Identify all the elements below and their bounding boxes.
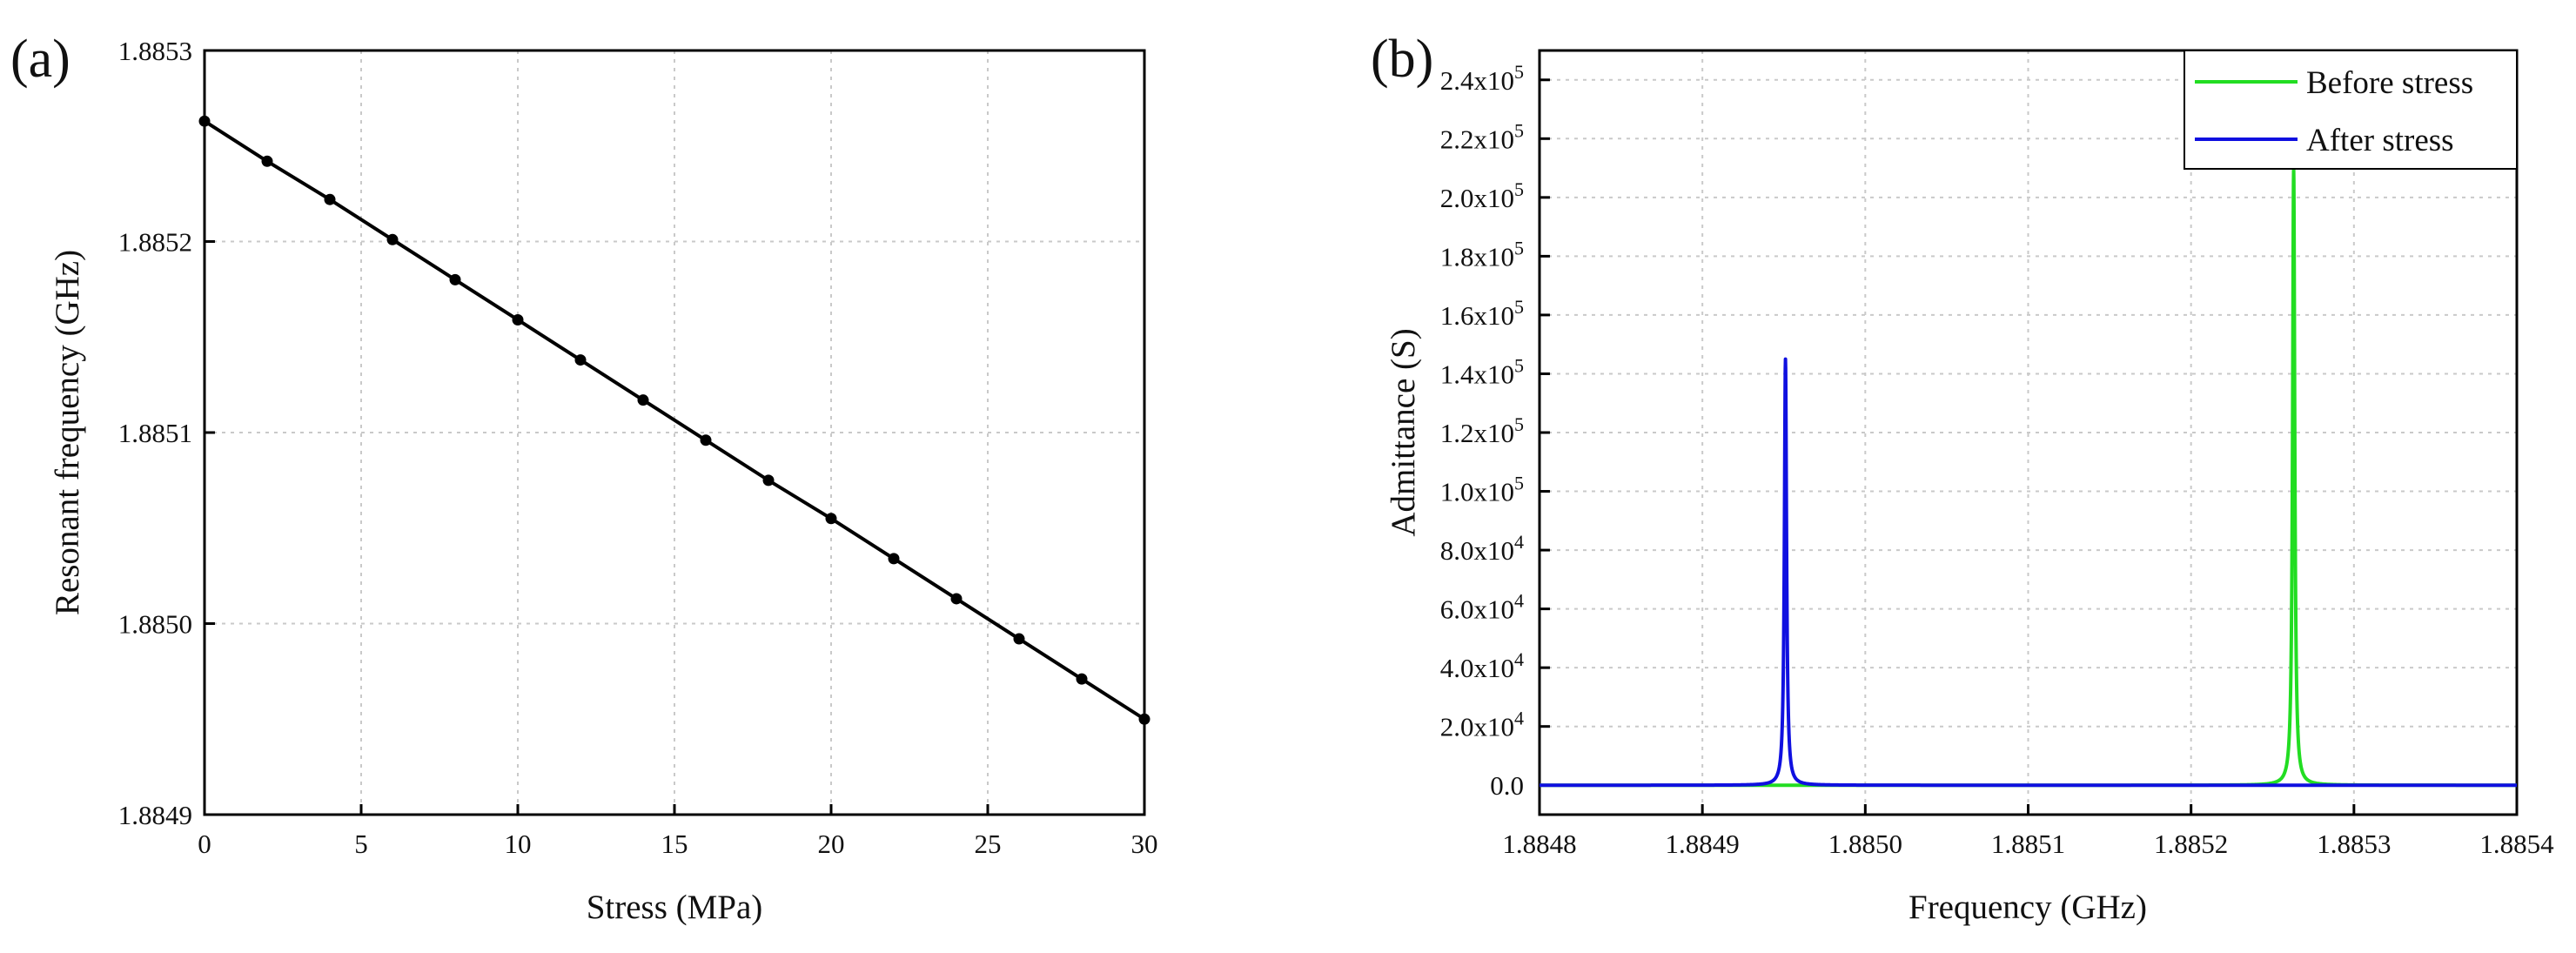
y-tick-label-a: 1.8851: [118, 418, 192, 448]
y-tick-label-b: 0.0: [1490, 770, 1524, 801]
x-tick-label-b: 1.8853: [2317, 829, 2391, 859]
data-point: [198, 115, 211, 127]
chart-a: (a) 0 5 10 15 20 25 30 1.8849 1.8850 1.8851 1.8852…: [10, 30, 1158, 926]
x-tick-label-b: 1.8850: [1828, 829, 1902, 859]
grid-b: [1540, 50, 2517, 815]
x-tick-label-a: 10: [505, 829, 532, 859]
y-tick-label-b: 4.0x104: [1440, 648, 1524, 683]
chart-b: (b) 1.8848 1.8849 1.8850 1.8851 1.8852 1.8853…: [1371, 30, 2554, 926]
data-point: [825, 513, 837, 525]
y-tick-label-b: 1.8x105: [1440, 237, 1524, 272]
x-tick-label-b: 1.8852: [2154, 829, 2228, 859]
legend-label-before-stress: Before stress: [2306, 65, 2473, 101]
data-point: [261, 155, 273, 167]
y-axis-title-b: Admittance (S): [1385, 328, 1422, 536]
x-tick-label-a: 0: [198, 829, 211, 859]
y-tick-label-b: 1.0x105: [1440, 473, 1524, 507]
data-point: [700, 434, 712, 446]
y-tick-label-b: 1.2x105: [1440, 413, 1524, 448]
data-point: [574, 354, 587, 366]
legend-b: Before stress After stress: [2184, 50, 2518, 170]
series-line-after-stress: [1538, 357, 2519, 788]
y-axis-title-a: Resonant frequency (GHz): [49, 250, 86, 615]
data-point: [762, 474, 775, 487]
panel-label-b: (b): [1371, 30, 1433, 89]
x-tick-label-a: 25: [975, 829, 1002, 859]
y-tick-label-b: 8.0x104: [1440, 531, 1524, 566]
ticks-b: 1.8848 1.8849 1.8850 1.8851 1.8852 1.8853 1.88…: [1440, 61, 2554, 859]
x-tick-label-a: 15: [661, 829, 688, 859]
data-point: [888, 553, 900, 565]
y-tick-label-b: 1.6x105: [1440, 296, 1524, 331]
data-point: [386, 233, 399, 245]
data-point: [512, 313, 524, 325]
data-point: [1013, 633, 1025, 645]
y-tick-label-a: 1.8850: [118, 609, 192, 640]
x-tick-label-b: 1.8854: [2479, 829, 2554, 859]
data-point: [950, 593, 963, 605]
y-tick-label-b: 1.4x105: [1440, 354, 1524, 389]
x-axis-title-b: Frequency (GHz): [1909, 889, 2147, 926]
y-tick-label-b: 2.4x105: [1440, 61, 1524, 96]
x-tick-label-b: 1.8848: [1502, 829, 1576, 859]
grid-a: [205, 50, 1144, 815]
data-point: [324, 193, 336, 205]
y-tick-label-a: 1.8853: [118, 36, 192, 66]
y-tick-label-b: 6.0x104: [1440, 590, 1524, 625]
data-point: [1138, 713, 1150, 725]
x-tick-label-b: 1.8849: [1666, 829, 1740, 859]
data-point: [637, 394, 649, 406]
legend-label-after-stress: After stress: [2306, 123, 2454, 158]
legend-box: [2184, 50, 2518, 170]
y-tick-label-b: 2.2x105: [1440, 119, 1524, 154]
series-a: [198, 115, 1150, 725]
x-axis-title-a: Stress (MPa): [587, 889, 763, 926]
panel-label-a: (a): [10, 30, 70, 89]
y-tick-label-a: 1.8849: [118, 800, 192, 830]
x-tick-label-a: 20: [818, 829, 845, 859]
series-b: [1538, 166, 2519, 788]
ticks-a: 0 5 10 15 20 25 30 1.8849 1.8850 1.8851 1.8852 1.88…: [118, 36, 1158, 859]
y-tick-label-a: 1.8852: [118, 227, 192, 258]
series-line-resonant-frequency: [203, 119, 1146, 721]
data-point: [449, 273, 461, 285]
x-tick-label-a: 30: [1131, 829, 1158, 859]
y-tick-label-b: 2.0x105: [1440, 178, 1524, 213]
data-point: [1076, 673, 1088, 685]
y-tick-label-b: 2.0x104: [1440, 708, 1524, 742]
x-tick-label-a: 5: [354, 829, 368, 859]
x-tick-label-b: 1.8851: [1991, 829, 2065, 859]
